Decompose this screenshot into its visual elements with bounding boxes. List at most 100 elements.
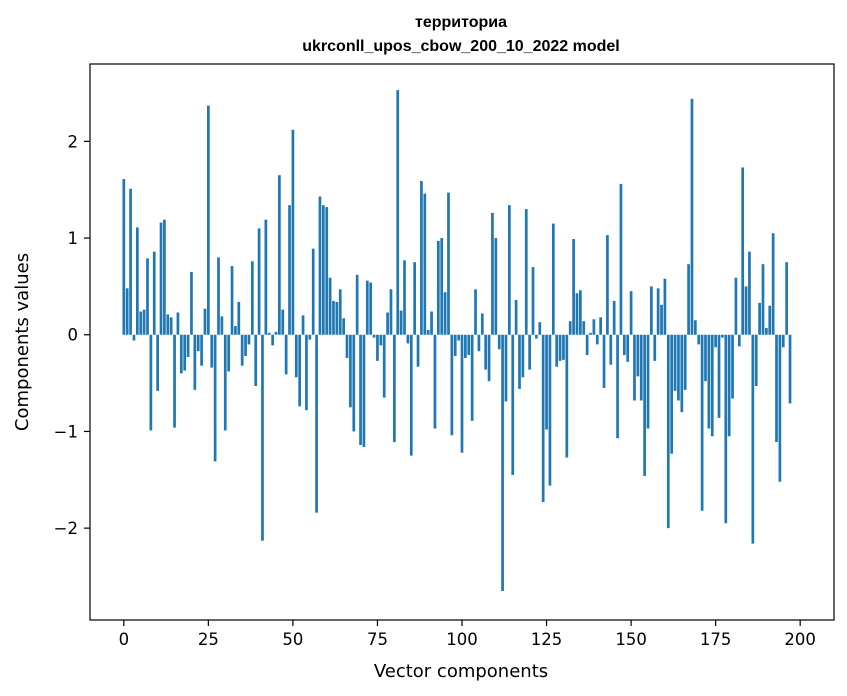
- bar: [670, 334, 674, 454]
- bar: [467, 334, 471, 356]
- bar: [230, 266, 234, 335]
- bar: [585, 334, 589, 356]
- bar: [129, 188, 132, 335]
- bar: [687, 264, 690, 335]
- bar: [555, 334, 559, 367]
- bar: [781, 334, 785, 348]
- bar: [142, 309, 146, 335]
- bar: [744, 286, 748, 335]
- bar: [470, 334, 474, 421]
- bar: [328, 277, 332, 335]
- bar: [244, 334, 247, 357]
- bar: [355, 274, 359, 335]
- bar: [474, 289, 477, 335]
- y-tick-label: −1: [54, 422, 78, 441]
- bar: [758, 302, 761, 335]
- bar: [210, 334, 214, 368]
- x-axis-ticks: 0 25 50 75 100 125 150 175 200: [119, 620, 816, 649]
- bar: [342, 318, 345, 335]
- bar: [152, 251, 156, 335]
- bar: [156, 334, 159, 391]
- bar: [775, 334, 778, 443]
- bar: [464, 334, 467, 358]
- bar: [393, 334, 396, 443]
- bar: [379, 334, 383, 346]
- bar: [193, 334, 197, 390]
- bar: [504, 334, 508, 402]
- bar: [491, 212, 494, 335]
- bar: [440, 238, 444, 335]
- bar: [541, 334, 545, 503]
- bar: [447, 192, 450, 335]
- bar: [511, 334, 515, 475]
- bar: [423, 193, 427, 335]
- bar: [592, 319, 596, 335]
- bar: [159, 222, 163, 335]
- bar: [399, 310, 403, 335]
- bar: [190, 271, 193, 335]
- bar: [403, 260, 406, 335]
- bar: [693, 320, 697, 335]
- bar: [788, 334, 792, 404]
- bar: [650, 286, 653, 335]
- bar: [599, 317, 603, 335]
- bar: [261, 334, 264, 541]
- bar: [731, 334, 734, 399]
- bar: [531, 267, 535, 335]
- bar: [203, 308, 207, 335]
- bar: [217, 257, 220, 335]
- bar: [250, 261, 254, 335]
- bar: [386, 312, 389, 335]
- bar: [639, 334, 643, 401]
- bar: [416, 334, 420, 367]
- bar: [453, 334, 457, 357]
- bar: [308, 334, 312, 340]
- bar: [146, 258, 149, 335]
- bar: [528, 334, 531, 370]
- bar: [548, 334, 552, 486]
- bar-series: [122, 90, 792, 591]
- bar: [660, 304, 663, 335]
- bar: [636, 334, 640, 377]
- bar: [771, 233, 775, 335]
- bar: [626, 334, 630, 362]
- x-tick-label: 175: [700, 630, 732, 649]
- bar: [213, 334, 217, 462]
- bar: [267, 332, 271, 335]
- bar: [365, 280, 369, 335]
- bar: [582, 321, 586, 335]
- chart-title-line-1: территориа: [415, 14, 507, 31]
- bar: [169, 317, 173, 335]
- bar: [135, 227, 139, 335]
- bar: [409, 334, 413, 456]
- bar: [332, 300, 335, 335]
- y-axis-ticks: −2 −1 0 1 2: [54, 132, 90, 538]
- bar: [318, 196, 322, 335]
- x-tick-label: 100: [446, 630, 478, 649]
- bar: [132, 334, 136, 341]
- bar: [680, 334, 684, 413]
- bar: [247, 334, 251, 345]
- bar: [288, 205, 291, 335]
- bar: [707, 334, 711, 429]
- bar: [524, 209, 528, 335]
- bar: [748, 251, 751, 335]
- x-tick-label: 50: [282, 630, 303, 649]
- bar: [420, 181, 423, 335]
- bar: [484, 334, 488, 370]
- bar: [619, 183, 623, 335]
- bar: [359, 334, 362, 445]
- bar: [325, 207, 329, 335]
- x-tick-label: 0: [119, 630, 130, 649]
- bar: [240, 334, 244, 366]
- bar: [551, 223, 555, 335]
- bar: [294, 334, 298, 378]
- x-axis-label: Vector components: [374, 661, 548, 682]
- bar: [264, 219, 268, 335]
- bar: [558, 334, 562, 361]
- bar: [436, 240, 440, 335]
- bar: [382, 334, 386, 398]
- bar: [183, 334, 187, 371]
- bar: [514, 299, 518, 335]
